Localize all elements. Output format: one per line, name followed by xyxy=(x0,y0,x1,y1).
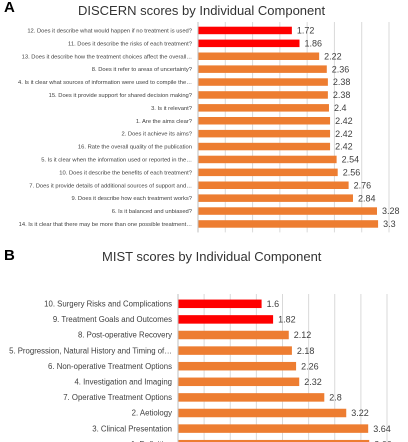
category-label: 16. Rate the overall quality of the publ… xyxy=(78,145,192,151)
value-label: 2.42 xyxy=(335,129,353,139)
bar xyxy=(178,315,274,324)
bar xyxy=(198,65,327,73)
bar xyxy=(178,346,292,355)
bar xyxy=(198,220,379,228)
bar xyxy=(198,78,328,86)
category-label: 5. Is it clear when the information used… xyxy=(41,157,192,163)
category-label: 9. Does it describe how each treatment w… xyxy=(71,196,192,202)
category-label: 10. Surgery Risks and Complications xyxy=(44,300,172,309)
category-label: 11. Does it describe the risks of each t… xyxy=(68,41,193,47)
value-label: 2.84 xyxy=(358,193,376,203)
chart-b-title: MIST scores by Individual Component xyxy=(102,249,322,264)
category-label: 2. Does it achieve its aims? xyxy=(121,132,192,138)
value-label: 2.8 xyxy=(329,393,342,403)
category-label: 3. Is it relevant? xyxy=(151,106,193,112)
bar xyxy=(198,117,331,125)
bar xyxy=(198,129,331,138)
bar xyxy=(198,142,331,151)
bar xyxy=(198,91,328,99)
chart-a-title: DISCERN scores by Individual Component xyxy=(78,3,326,18)
category-label: 10. Does it describe the benefits of eac… xyxy=(59,170,193,176)
bar xyxy=(198,181,349,189)
value-label: 2.38 xyxy=(333,90,351,100)
value-label: 2.12 xyxy=(294,330,312,340)
bar xyxy=(178,377,300,387)
bar xyxy=(198,39,300,48)
category-label: 12. Does it describe what would happen i… xyxy=(27,28,192,34)
bar xyxy=(178,408,347,418)
value-label: 1.6 xyxy=(267,299,280,309)
category-label: 13. Does it describe how the treatment c… xyxy=(22,54,193,60)
category-label: 1. Are the aims clear? xyxy=(136,119,193,125)
bar xyxy=(198,104,329,112)
value-label: 3.22 xyxy=(351,408,369,418)
value-label: 2.56 xyxy=(343,168,361,178)
value-label: 2.42 xyxy=(335,116,353,126)
panel-b-letter: B xyxy=(4,247,15,264)
value-label: 2.26 xyxy=(301,361,319,371)
panel-a-letter: A xyxy=(4,0,15,16)
bar xyxy=(198,155,337,164)
category-label: 2. Aetiology xyxy=(132,409,172,418)
bar xyxy=(178,330,289,340)
category-label: 6. Is it balanced and unbiased? xyxy=(112,209,193,215)
bar xyxy=(178,424,369,433)
value-label: 2.4 xyxy=(334,103,347,113)
category-label: 5. Progression, Natural History and Timi… xyxy=(9,346,172,355)
category-label: 8. Does it refer to areas of uncertainty… xyxy=(92,67,193,73)
bar xyxy=(198,194,353,202)
category-label: 6. Non-operative Treatment Options xyxy=(48,362,172,371)
bar xyxy=(198,26,292,35)
category-label: 7. Does it provide details of additional… xyxy=(29,183,192,189)
category-label: 15. Does it provide support for shared d… xyxy=(49,93,193,99)
value-label: 2.36 xyxy=(332,64,350,74)
value-label: 1.82 xyxy=(278,315,296,325)
bar xyxy=(198,52,320,60)
category-label: 14. Is it clear that there may be more t… xyxy=(19,222,193,228)
category-label: 9. Treatment Goals and Outcomes xyxy=(53,315,172,324)
bar xyxy=(198,207,377,215)
value-label: 3.64 xyxy=(373,424,391,434)
category-label: 4. Investigation and Imaging xyxy=(74,378,172,387)
bar xyxy=(198,168,338,177)
bar xyxy=(178,299,262,309)
category-label: 7. Operative Treatment Options xyxy=(63,393,172,402)
category-label: 3. Clinical Presentation xyxy=(92,424,172,433)
value-label: 1.86 xyxy=(305,39,323,49)
value-label: 2.18 xyxy=(297,346,315,356)
value-label: 2.32 xyxy=(304,377,322,387)
category-label: 4. Is it clear what sources of informati… xyxy=(18,80,192,86)
value-label: 2.76 xyxy=(354,180,372,190)
category-label: 8. Post-operative Recovery xyxy=(78,331,172,340)
value-label: 1.72 xyxy=(297,26,315,36)
bar xyxy=(178,361,297,371)
value-label: 2.22 xyxy=(324,51,342,61)
discern-bar-chart: 12. Does it describe what would happen i… xyxy=(18,22,400,233)
value-label: 2.42 xyxy=(335,142,353,152)
mist-bar-chart: 10. Surgery Risks and Complications 1.6 9.… xyxy=(9,294,392,442)
value-label: 3.28 xyxy=(382,206,400,216)
value-label: 3.3 xyxy=(383,219,396,229)
value-label: 2.54 xyxy=(342,155,360,165)
value-label: 2.38 xyxy=(333,77,351,87)
bar xyxy=(178,393,325,402)
